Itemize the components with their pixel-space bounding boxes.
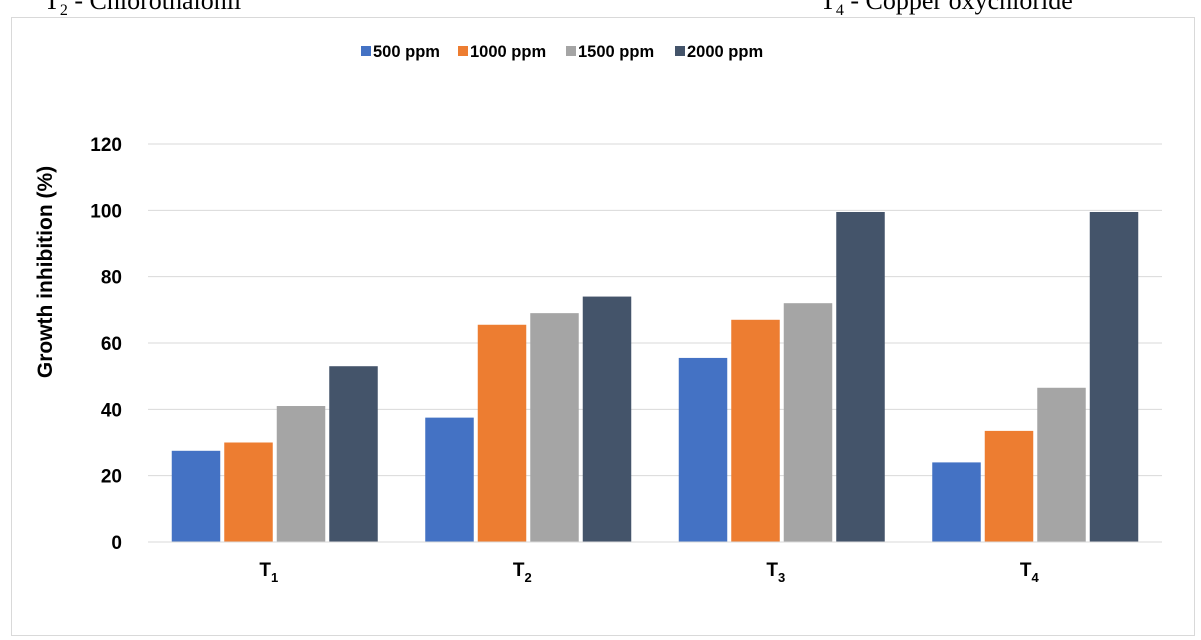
legend-label: 2000 ppm: [687, 43, 763, 61]
bar-2000-ppm-T4: [1089, 211, 1139, 542]
legend-swatch: [675, 46, 685, 56]
legend: 500 ppm 1000 ppm 1500 ppm 2000 ppm: [361, 43, 763, 61]
y-tick-label: 0: [111, 533, 122, 554]
bar-1000-ppm-T1: [224, 442, 273, 542]
bar-500-ppm-T3: [678, 357, 728, 542]
legend-label: 1500 ppm: [578, 43, 654, 61]
bar-2000-ppm-T2: [582, 296, 632, 542]
y-tick-label: 120: [90, 135, 122, 156]
y-axis-ticks: 0 20 40 60 80 100 120: [90, 135, 122, 554]
header-right-label: T4 - Copper oxychloride: [820, 0, 1073, 20]
bar-1500-ppm-T1: [276, 406, 326, 542]
bar-1000-ppm-T3: [731, 319, 780, 542]
x-category-label: T4: [1020, 560, 1040, 585]
category-labels: T1 T2 T3 T4: [259, 560, 1039, 585]
bar-500-ppm-T4: [932, 462, 981, 542]
x-category-label: T1: [259, 560, 278, 585]
bar-1500-ppm-T2: [530, 313, 579, 542]
y-tick-label: 60: [101, 334, 122, 355]
legend-label: 500 ppm: [373, 43, 440, 61]
bar-500-ppm-T2: [425, 417, 474, 542]
bar-2000-ppm-T3: [836, 211, 885, 542]
bar-500-ppm-T1: [171, 450, 221, 542]
bar-2000-ppm-T1: [329, 366, 378, 542]
header-left-label: T2 - Chlorothalonil: [44, 0, 242, 20]
x-category-label: T3: [766, 560, 785, 585]
legend-label: 1000 ppm: [470, 43, 546, 61]
y-tick-label: 80: [101, 268, 122, 289]
bar-1500-ppm-T3: [783, 303, 833, 542]
bars: [171, 211, 1139, 542]
legend-swatch: [458, 46, 468, 56]
y-tick-label: 100: [90, 201, 122, 222]
bar-1000-ppm-T2: [477, 324, 527, 542]
y-axis-title: Growth inhibition (%): [34, 166, 57, 378]
bar-1000-ppm-T4: [984, 430, 1034, 542]
legend-swatch: [361, 46, 371, 56]
x-category-label: T2: [513, 560, 532, 585]
legend-swatch: [566, 46, 576, 56]
y-tick-label: 20: [101, 467, 122, 488]
bar-1500-ppm-T4: [1037, 387, 1086, 542]
y-tick-label: 40: [101, 400, 122, 421]
